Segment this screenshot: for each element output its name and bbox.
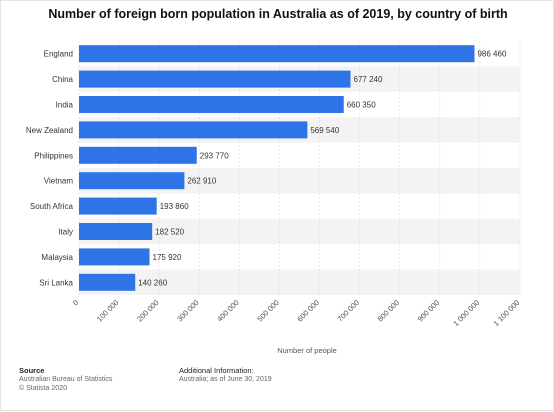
source-line-1: Australian Bureau of Statistics — [19, 376, 113, 383]
x-tick-label: 1 100 000 — [491, 298, 521, 328]
row-stripe — [79, 218, 520, 245]
value-label: 262 910 — [187, 177, 216, 186]
category-label: Malaysia — [41, 253, 73, 262]
row-stripe — [79, 269, 520, 295]
value-label: 182 520 — [155, 228, 184, 237]
source-block: Source Australian Bureau of Statistics ©… — [19, 366, 112, 393]
x-tick-label: 0 — [71, 298, 80, 307]
source-line-2: © Statista 2020 — [19, 385, 67, 392]
x-tick-label: 500 000 — [255, 298, 281, 324]
bar-china — [79, 70, 351, 88]
value-label: 569 540 — [310, 126, 339, 135]
chart-title: Number of foreign born population in Aus… — [48, 7, 508, 21]
category-label: Philippines — [34, 151, 73, 160]
x-tick-label: 600 000 — [295, 298, 321, 324]
value-label: 293 770 — [200, 151, 229, 160]
x-tick-label: 700 000 — [336, 298, 362, 324]
x-axis-title: Number of people — [277, 346, 337, 355]
additional-info-block: Additional Information: Australia; as of… — [179, 366, 272, 384]
x-tick-label: 100 000 — [95, 298, 121, 324]
value-label: 193 860 — [160, 202, 189, 211]
bar-sri-lanka — [79, 273, 136, 291]
value-label: 140 260 — [138, 278, 167, 287]
category-label: New Zealand — [26, 126, 73, 135]
bar-italy — [79, 223, 153, 240]
bar-india — [79, 96, 344, 113]
value-label: 175 920 — [153, 253, 182, 262]
value-label: 660 350 — [347, 101, 376, 110]
value-label: 986 460 — [477, 50, 506, 59]
source-heading: Source — [19, 366, 45, 375]
bar-philippines — [79, 146, 197, 164]
category-label: South Africa — [30, 202, 74, 211]
bar-new-zealand — [79, 121, 308, 139]
bar-malaysia — [79, 248, 150, 266]
x-tick-label: 300 000 — [175, 298, 201, 324]
category-label: China — [52, 75, 73, 84]
category-label: England — [44, 50, 73, 59]
additional-info-text: Australia; as of June 30, 2019 — [179, 376, 272, 383]
x-tick-label: 900 000 — [416, 298, 442, 324]
x-tick-label: 800 000 — [376, 298, 402, 324]
x-tick-label: 200 000 — [135, 298, 161, 324]
bar-vietnam — [79, 172, 185, 190]
additional-info-heading: Additional Information: — [179, 366, 254, 375]
category-label: Sri Lanka — [39, 278, 73, 287]
category-label: Vietnam — [44, 177, 74, 186]
bar-south-africa — [79, 197, 157, 215]
category-label: India — [56, 101, 74, 110]
x-tick-label: 400 000 — [215, 298, 241, 324]
value-label: 677 240 — [354, 75, 383, 84]
bar-england — [79, 45, 475, 63]
x-tick-label: 1 000 000 — [451, 298, 481, 328]
category-label: Italy — [58, 228, 73, 237]
